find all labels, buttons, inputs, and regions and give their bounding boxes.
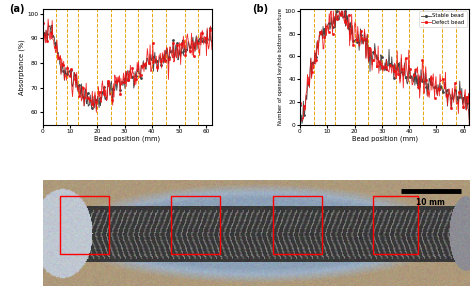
Stable bead <box>415 77 421 81</box>
Bar <box>273 196 322 254</box>
Stable bead <box>297 103 303 107</box>
Stable bead <box>368 54 374 58</box>
Stable bead <box>366 46 372 49</box>
Bar <box>373 196 418 254</box>
Defect bead <box>325 26 331 29</box>
Defect bead <box>328 9 334 13</box>
Stable bead <box>461 102 467 105</box>
X-axis label: Bead position (mm): Bead position (mm) <box>352 135 418 142</box>
Text: (b): (b) <box>253 4 269 14</box>
Defect bead <box>368 46 374 49</box>
Line: Stable bead: Stable bead <box>299 10 470 124</box>
Defect bead <box>466 123 472 126</box>
Defect bead <box>460 105 466 108</box>
X-axis label: Bead position (mm): Bead position (mm) <box>94 135 160 142</box>
Stable bead <box>466 118 472 121</box>
Stable bead <box>333 9 339 13</box>
Stable bead <box>326 22 331 25</box>
Defect bead <box>366 60 372 63</box>
Y-axis label: Number of opened keyhole bottom aperture: Number of opened keyhole bottom aperture <box>278 8 283 125</box>
Text: 10 mm: 10 mm <box>417 198 445 207</box>
Text: (a): (a) <box>9 4 24 14</box>
Defect bead <box>396 66 401 69</box>
Defect bead <box>297 102 303 105</box>
Line: Defect bead: Defect bead <box>299 10 470 125</box>
Defect bead <box>415 65 420 68</box>
Stable bead <box>299 122 305 125</box>
Y-axis label: Absorptance (%): Absorptance (%) <box>18 39 25 95</box>
Bar <box>60 196 109 254</box>
Stable bead <box>396 60 402 64</box>
Bar <box>171 196 219 254</box>
Legend: Stable bead, Defect bead: Stable bead, Defect bead <box>419 11 466 27</box>
